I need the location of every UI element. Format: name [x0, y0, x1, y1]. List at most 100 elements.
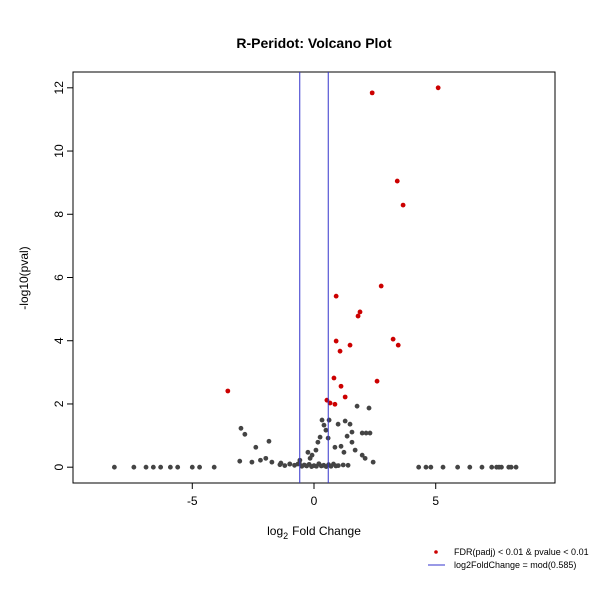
point	[315, 439, 321, 445]
chart-title: R-Peridot: Volcano Plot	[236, 35, 392, 51]
point	[313, 447, 319, 453]
point	[499, 464, 504, 470]
point	[333, 338, 339, 344]
point	[362, 455, 368, 461]
y-tick-label: 4	[52, 337, 66, 344]
x-label-rest: Fold Change	[292, 524, 361, 538]
point	[395, 342, 401, 348]
point	[305, 449, 311, 455]
legend-marker	[434, 550, 438, 554]
point	[378, 283, 384, 289]
point	[242, 431, 248, 437]
point	[513, 464, 519, 470]
point	[158, 464, 164, 470]
point	[249, 459, 255, 465]
point	[369, 90, 375, 96]
point	[326, 417, 332, 423]
point	[342, 418, 348, 424]
point	[323, 427, 329, 433]
point	[370, 459, 376, 465]
point	[309, 464, 314, 469]
point	[111, 464, 117, 470]
point	[423, 464, 429, 470]
point	[349, 429, 355, 435]
point	[338, 443, 344, 449]
plot-frame	[72, 71, 556, 484]
point	[277, 462, 283, 468]
point	[266, 438, 272, 444]
point	[357, 309, 363, 315]
x-label-subscript: 2	[283, 531, 288, 541]
point	[253, 444, 259, 450]
point	[238, 425, 244, 431]
y-tick-label: 12	[52, 81, 66, 95]
point	[352, 447, 358, 453]
point	[354, 403, 360, 409]
x-axis-label: log2 Fold Change	[267, 524, 361, 541]
point	[282, 463, 288, 469]
point	[340, 462, 346, 468]
y-axis-label: -log10(pval)	[17, 246, 31, 309]
point	[143, 464, 149, 470]
point	[307, 455, 313, 461]
point	[345, 462, 351, 468]
point	[467, 464, 473, 470]
point	[400, 202, 406, 208]
point	[355, 313, 361, 319]
point	[335, 421, 341, 427]
point	[367, 430, 373, 436]
y-tick-label: 0	[52, 464, 66, 471]
point	[489, 464, 495, 470]
point	[479, 464, 485, 470]
point	[292, 462, 297, 468]
y-tick-label: 10	[52, 144, 66, 158]
point	[287, 461, 293, 467]
point	[342, 394, 348, 400]
point	[508, 464, 514, 470]
point	[211, 464, 217, 470]
point	[304, 463, 310, 469]
point	[317, 434, 323, 440]
point	[359, 430, 365, 436]
point	[197, 464, 202, 470]
point	[323, 464, 329, 469]
point	[337, 348, 343, 354]
point	[455, 464, 461, 470]
x-tick-label: 5	[432, 494, 439, 508]
point	[318, 463, 324, 469]
point	[131, 464, 137, 470]
y-tick-label: 2	[52, 400, 66, 407]
x-label-base: log	[267, 524, 283, 538]
point	[299, 463, 305, 469]
point	[390, 336, 396, 342]
point	[263, 455, 269, 461]
point	[394, 178, 400, 184]
point	[333, 293, 339, 299]
point	[258, 457, 263, 463]
point	[175, 464, 181, 470]
point	[328, 463, 334, 469]
point	[359, 452, 365, 458]
point	[332, 444, 338, 450]
point	[225, 388, 231, 394]
point	[347, 342, 353, 348]
point	[338, 383, 344, 389]
point	[374, 378, 380, 384]
point	[150, 464, 156, 470]
point	[349, 439, 355, 445]
point	[332, 401, 338, 407]
point	[269, 459, 275, 465]
legend-label: log2FoldChange = mod(0.585)	[454, 560, 576, 570]
point	[314, 463, 319, 469]
x-tick-label: 0	[311, 494, 318, 508]
point	[363, 430, 369, 436]
point	[416, 464, 422, 470]
point	[333, 463, 339, 469]
point	[321, 422, 327, 428]
point	[366, 405, 372, 411]
point	[428, 464, 434, 470]
point	[319, 417, 325, 423]
point	[440, 464, 446, 470]
